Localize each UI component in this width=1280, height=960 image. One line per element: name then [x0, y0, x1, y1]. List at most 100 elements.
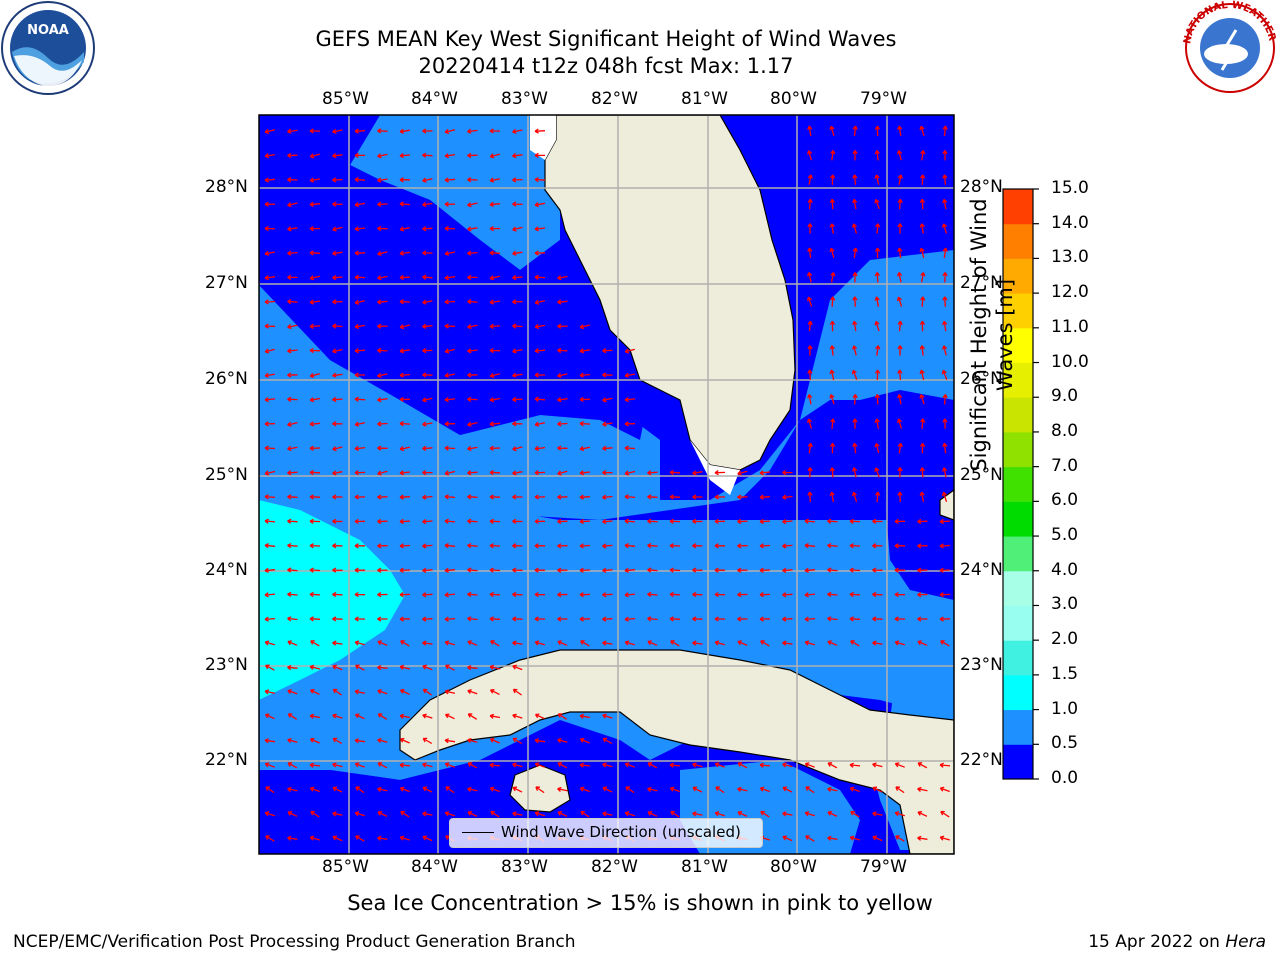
wind-arrow — [467, 152, 478, 159]
wind-arrow — [332, 567, 343, 573]
wave-band-0.0-0.5-ne — [750, 115, 954, 250]
wind-arrow — [872, 543, 883, 549]
wind-arrow — [714, 470, 726, 476]
wind-arrow — [444, 396, 456, 403]
lat-tick-right: 26°N — [960, 369, 1003, 389]
wind-arrow — [264, 543, 276, 549]
wind-arrow — [512, 446, 523, 452]
wind-arrow — [602, 445, 613, 451]
wind-arrow — [874, 125, 881, 137]
wind-arrow — [669, 616, 681, 622]
wind-arrow — [489, 494, 501, 500]
wind-arrow — [919, 198, 926, 210]
wind-arrow — [309, 250, 321, 256]
wind-arrow — [624, 567, 636, 573]
wind-arrow — [422, 543, 433, 549]
wind-arrow — [287, 616, 298, 622]
wind-arrow — [399, 567, 411, 573]
wind-arrow — [807, 369, 813, 381]
wind-arrow — [897, 125, 903, 137]
wind-arrow — [759, 616, 771, 622]
wind-arrow — [851, 223, 858, 234]
wind-arrow — [941, 223, 948, 234]
wind-arrow — [287, 591, 298, 598]
wind-arrow — [897, 369, 903, 381]
wind-arrow — [264, 494, 276, 500]
wind-arrow — [602, 469, 613, 476]
wind-arrow — [624, 494, 636, 500]
wind-arrow — [941, 467, 948, 478]
wind-arrow — [265, 664, 275, 671]
wind-arrow — [512, 128, 523, 134]
wind-arrow — [579, 324, 591, 330]
wind-arrow — [377, 835, 388, 841]
colorbar-segment — [1003, 189, 1033, 225]
wind-arrow — [332, 786, 343, 793]
colorbar-segment — [1003, 570, 1033, 606]
wind-arrow — [354, 811, 365, 817]
wind-arrow — [354, 713, 365, 720]
wind-arrow — [467, 274, 478, 281]
lat-tick-right: 24°N — [960, 560, 1003, 580]
wind-arrow — [737, 543, 748, 549]
wind-arrow — [512, 811, 523, 817]
wind-arrow — [897, 467, 903, 478]
wind-arrow — [804, 592, 816, 598]
wind-arrow — [264, 250, 276, 256]
wind-arrow — [287, 665, 298, 671]
wind-arrow — [332, 226, 343, 232]
noaa-logo: NOAA — [1, 1, 95, 95]
wind-arrow — [849, 518, 861, 524]
wind-arrow — [579, 762, 591, 768]
lat-tick-left: 28°N — [205, 177, 248, 197]
lat-tick-left: 27°N — [205, 273, 248, 293]
wind-arrow — [534, 543, 545, 549]
wind-arrow — [919, 247, 925, 258]
lon-tick-top: 80°W — [770, 89, 817, 109]
lon-tick-bottom: 83°W — [501, 857, 548, 877]
wind-arrow — [332, 640, 343, 646]
wind-arrow — [444, 543, 456, 549]
wind-arrow — [714, 591, 726, 598]
wind-arrow — [669, 469, 681, 476]
wind-arrow — [309, 347, 321, 354]
wind-arrow — [759, 786, 770, 793]
wind-arrow — [399, 762, 411, 768]
wind-arrow — [852, 247, 858, 259]
wind-arrow — [557, 275, 568, 281]
lon-tick-bottom: 79°W — [860, 857, 907, 877]
wind-arrow — [579, 348, 591, 354]
wind-arrow — [942, 320, 948, 332]
wind-arrow — [534, 518, 546, 525]
wind-arrow — [422, 713, 433, 719]
wind-arrow — [782, 762, 793, 768]
wind-arrow — [332, 737, 343, 745]
wind-arrow — [287, 689, 298, 695]
wind-arrow — [557, 397, 568, 403]
wind-arrow — [852, 296, 858, 307]
wind-arrow — [444, 811, 455, 817]
wind-arrow — [377, 640, 388, 646]
colorbar-segment — [1003, 674, 1033, 711]
wind-arrow — [354, 274, 366, 280]
wind-arrow — [647, 762, 658, 769]
wind-arrow — [579, 470, 591, 476]
wind-arrow — [264, 421, 276, 427]
wind-arrow — [467, 713, 478, 720]
wind-arrow — [806, 150, 813, 161]
wind-arrow — [489, 591, 501, 598]
wind-arrow — [759, 518, 771, 525]
wind-arrow — [287, 202, 298, 208]
wind-arrow — [264, 128, 276, 135]
lat-tick-left: 22°N — [205, 750, 248, 770]
wind-arrow — [579, 786, 590, 793]
wind-arrow — [872, 518, 883, 524]
wind-arrow — [737, 567, 748, 573]
wind-arrow — [557, 737, 568, 744]
wind-arrow — [624, 811, 635, 817]
wind-arrow — [512, 567, 523, 573]
wind-arrow — [422, 567, 433, 573]
wind-arrow — [692, 786, 703, 793]
wind-arrow — [489, 762, 501, 768]
wind-arrow — [579, 396, 591, 403]
